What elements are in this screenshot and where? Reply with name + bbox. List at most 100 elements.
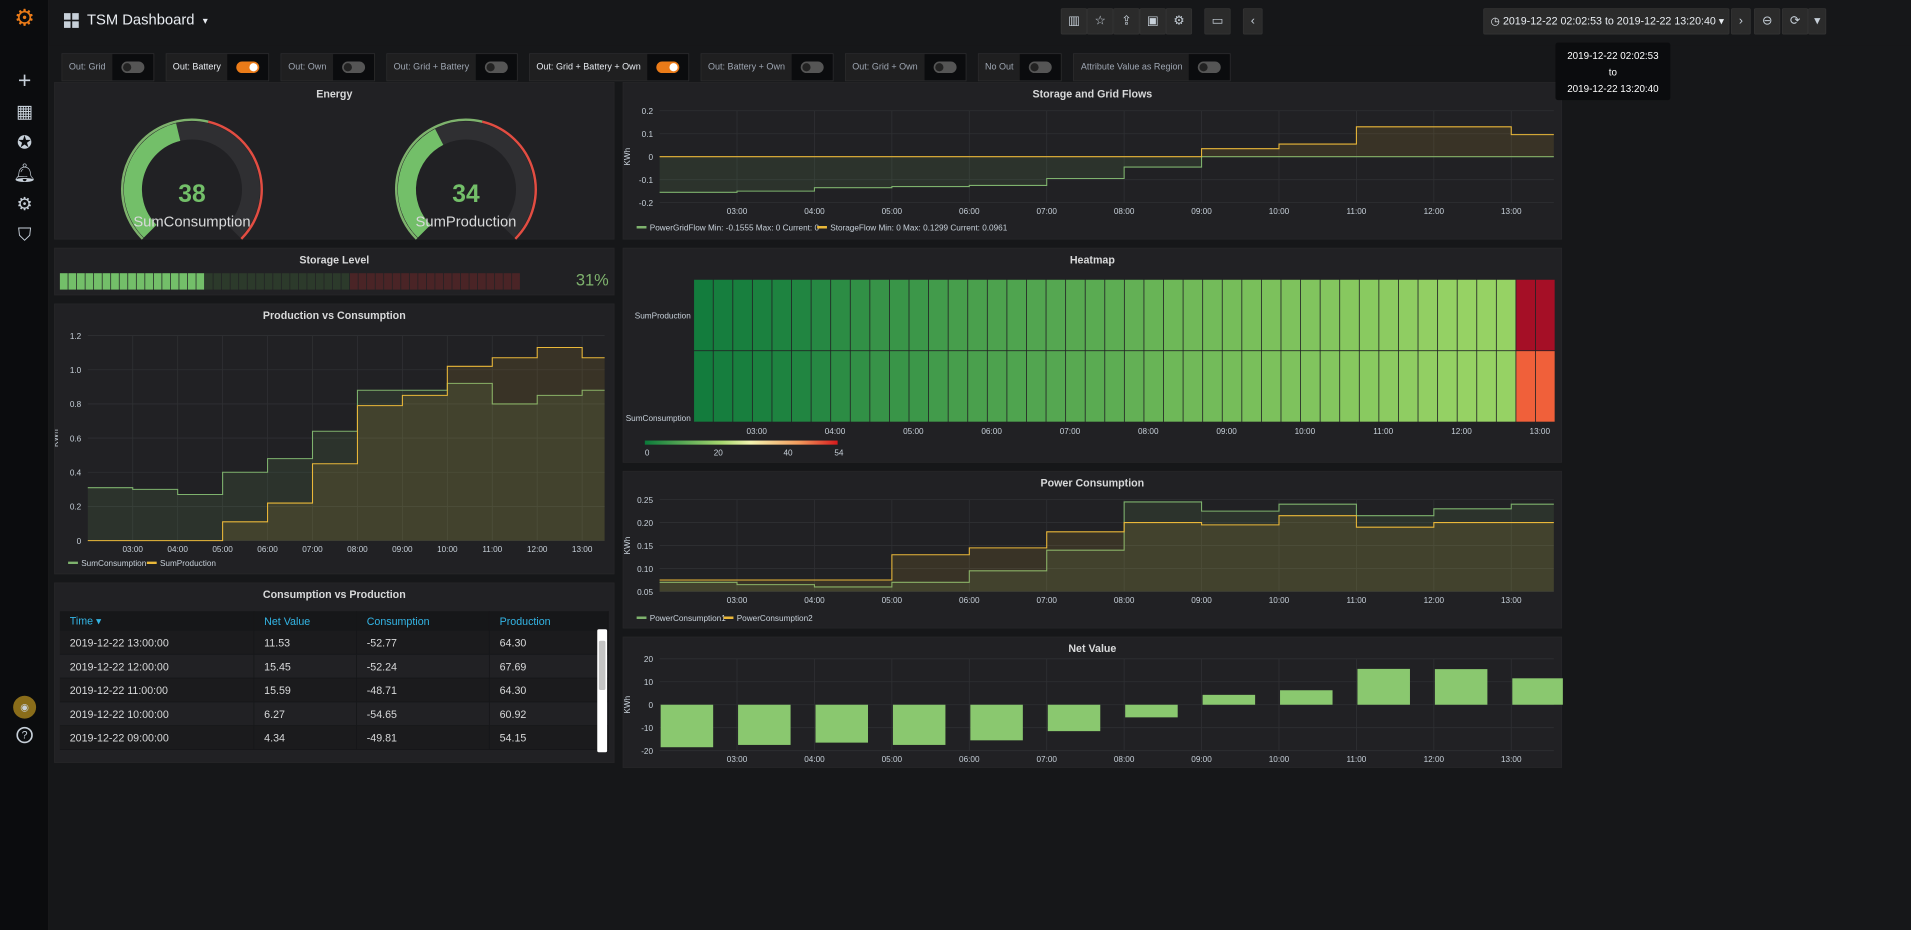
bar[interactable] [1434, 669, 1488, 705]
bar[interactable] [660, 704, 714, 748]
heatmap-cell[interactable] [1281, 279, 1301, 351]
plus-icon[interactable]: + [17, 67, 32, 93]
heatmap-cell[interactable] [1261, 351, 1281, 422]
variable-toggle[interactable] [647, 54, 689, 81]
heatmap-cell[interactable] [948, 279, 968, 351]
heatmap-cell[interactable] [1418, 351, 1438, 422]
refresh-button[interactable]: ⟳ [1781, 8, 1809, 35]
heatmap-cell[interactable] [1242, 279, 1261, 351]
heatmap-cell[interactable] [1457, 279, 1477, 351]
add-panel-button[interactable]: ▥ [1060, 8, 1088, 35]
time-shift-back-button[interactable]: ‹ [1242, 8, 1263, 35]
heatmap-cell[interactable] [1438, 351, 1457, 422]
heatmap-cell[interactable] [1300, 279, 1320, 351]
time-shift-forward-button[interactable]: › [1731, 8, 1751, 35]
heatmap-cell[interactable] [1144, 351, 1164, 422]
heatmap-cell[interactable] [811, 279, 831, 351]
toggle-switch[interactable] [1198, 61, 1222, 74]
heatmap-cell[interactable] [987, 351, 1007, 422]
alerting-bell-icon[interactable]: 🔔︎ [13, 162, 37, 183]
variable-toggle[interactable] [1189, 54, 1231, 81]
heatmap-cell[interactable] [1144, 279, 1164, 351]
heatmap-cell[interactable] [1496, 279, 1516, 351]
heatmap-cell[interactable] [1222, 351, 1242, 422]
heatmap-cell[interactable] [733, 351, 752, 422]
heatmap-cell[interactable] [889, 351, 909, 422]
heatmap-cell[interactable] [1046, 279, 1066, 351]
toggle-switch[interactable] [800, 61, 824, 74]
heatmap-cell[interactable] [791, 279, 811, 351]
bar[interactable] [1280, 690, 1333, 705]
bar[interactable] [892, 704, 946, 745]
time-range-picker[interactable]: ◷ 2019-12-22 02:02:53 to 2019-12-22 13:2… [1483, 8, 1730, 35]
heatmap-cell[interactable] [1066, 351, 1085, 422]
heatmap-cell[interactable] [1398, 351, 1418, 422]
heatmap-cell[interactable] [1163, 279, 1183, 351]
zoom-out-button[interactable]: ⊖ [1754, 8, 1781, 35]
share-button[interactable]: ⇪ [1113, 8, 1140, 35]
heatmap-cell[interactable] [791, 351, 811, 422]
heatmap-cell[interactable] [1183, 279, 1203, 351]
heatmap-cell[interactable] [1281, 351, 1301, 422]
heatmap-cell[interactable] [1359, 279, 1379, 351]
heatmap-cell[interactable] [1359, 351, 1379, 422]
heatmap-cell[interactable] [694, 351, 713, 422]
heatmap-cell[interactable] [889, 279, 909, 351]
heatmap-cell[interactable] [1203, 279, 1222, 351]
toggle-switch[interactable] [121, 61, 145, 74]
heatmap-cell[interactable] [1026, 351, 1046, 422]
variable-toggle[interactable] [1020, 54, 1062, 81]
heatmap-cell[interactable] [1007, 351, 1027, 422]
heatmap-cell[interactable] [1046, 351, 1066, 422]
explore-icon[interactable]: ✪ [17, 132, 33, 153]
table-column-header[interactable]: Net Value [254, 611, 357, 631]
star-button[interactable]: ☆ [1087, 8, 1114, 35]
heatmap-cell[interactable] [1535, 351, 1555, 422]
legend-item[interactable]: PowerGridFlow Min: -0.1555 Max: 0 Curren… [650, 224, 820, 233]
legend-item[interactable]: SumConsumption [81, 559, 147, 568]
avatar[interactable]: ◉ [13, 695, 37, 719]
heatmap-cell[interactable] [1379, 351, 1399, 422]
heatmap-cell[interactable] [948, 351, 968, 422]
heatmap-cell[interactable] [1007, 279, 1027, 351]
heatmap-cell[interactable] [850, 351, 870, 422]
heatmap-cell[interactable] [1124, 351, 1144, 422]
heatmap-cell[interactable] [1242, 351, 1261, 422]
toggle-switch[interactable] [656, 61, 680, 74]
heatmap-cell[interactable] [1320, 279, 1340, 351]
toggle-switch[interactable] [236, 61, 260, 74]
heatmap-cell[interactable] [1418, 279, 1438, 351]
bar[interactable] [1202, 694, 1256, 705]
bar[interactable] [1357, 668, 1410, 705]
heatmap-cell[interactable] [694, 279, 713, 351]
tv-mode-button[interactable]: ▭ [1204, 8, 1231, 35]
heatmap-cell[interactable] [987, 279, 1007, 351]
bar[interactable] [815, 704, 869, 743]
heatmap-cell[interactable] [909, 351, 929, 422]
heatmap-cell[interactable] [928, 279, 948, 351]
variable-toggle[interactable] [475, 54, 517, 81]
heatmap-cell[interactable] [733, 279, 752, 351]
heatmap-cell[interactable] [1398, 279, 1418, 351]
variable-toggle[interactable] [924, 54, 966, 81]
heatmap-cell[interactable] [1516, 279, 1536, 351]
table-column-header[interactable]: Time ▾ [60, 611, 255, 631]
legend-item[interactable]: PowerConsumption2 [737, 614, 813, 623]
table-column-header[interactable]: Production [490, 611, 609, 631]
legend-item[interactable]: SumProduction [160, 559, 216, 568]
heatmap-cell[interactable] [1300, 351, 1320, 422]
variable-toggle[interactable] [227, 54, 269, 81]
heatmap-cell[interactable] [1203, 351, 1222, 422]
heatmap-cell[interactable] [1379, 279, 1399, 351]
heatmap-cell[interactable] [928, 351, 948, 422]
heatmap-cell[interactable] [831, 351, 850, 422]
heatmap-cell[interactable] [1163, 351, 1183, 422]
heatmap-cell[interactable] [1105, 279, 1124, 351]
toggle-switch[interactable] [933, 61, 957, 74]
heatmap-cell[interactable] [1340, 351, 1359, 422]
configuration-gear-icon[interactable]: ⚙ [16, 193, 33, 215]
shield-icon[interactable]: ⛉ [17, 223, 32, 245]
heatmap-cell[interactable] [1183, 351, 1203, 422]
heatmap-cell[interactable] [850, 279, 870, 351]
heatmap-cell[interactable] [1535, 279, 1555, 351]
